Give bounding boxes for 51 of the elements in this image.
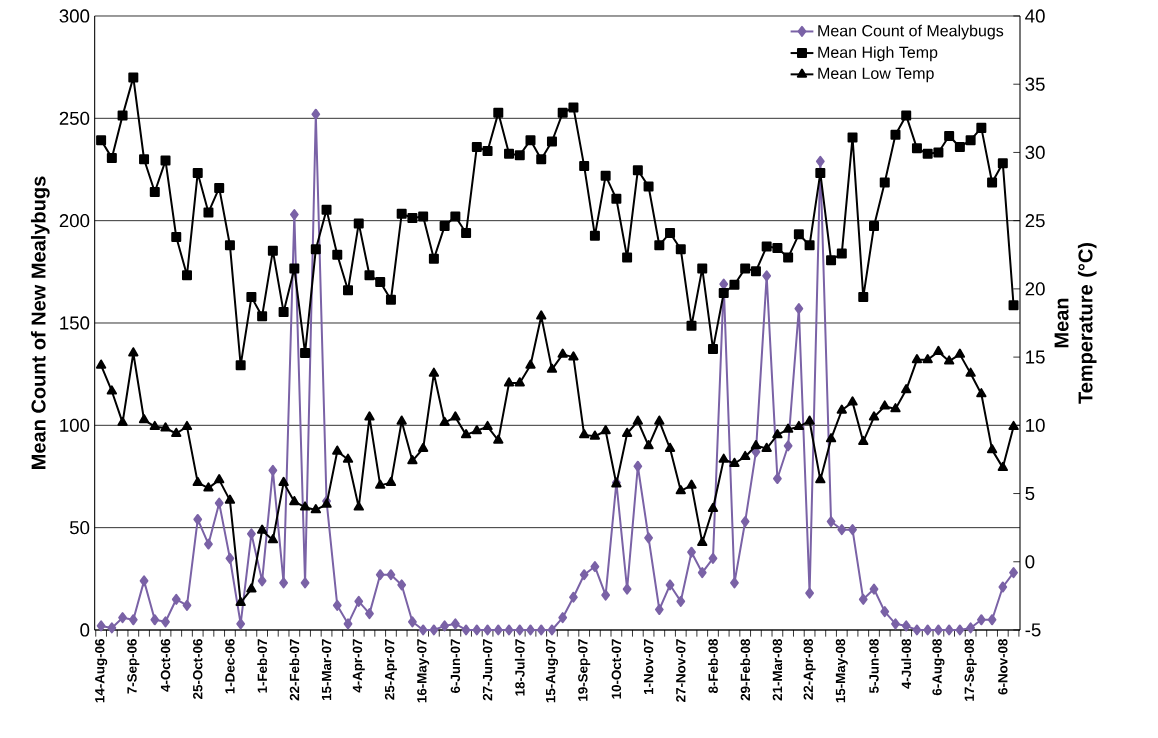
x-tick-label: 14-Aug-06 bbox=[95, 639, 108, 703]
x-tick-label: 4-Jul-08 bbox=[901, 639, 912, 689]
x-tick-label: 25-Apr-07 bbox=[384, 639, 397, 700]
x-tick-label: 1-Nov-07 bbox=[643, 639, 654, 695]
legend-label: Mean Low Temp bbox=[818, 67, 934, 83]
x-tick-label: 1-Feb-07 bbox=[257, 639, 268, 693]
x-tick-label: 22-Feb-07 bbox=[289, 639, 300, 701]
y-tick-label: 0 bbox=[80, 623, 90, 637]
x-tick-label: 6-Jun-07 bbox=[450, 639, 461, 693]
y2-axis-title: Mean Temperature (°C) bbox=[1054, 242, 1097, 404]
x-tick-label: 25-Oct-06 bbox=[193, 639, 203, 699]
x-tick-label: 6-Nov-08 bbox=[998, 639, 1008, 695]
x-tick-label: 17-Sep-08 bbox=[964, 639, 977, 701]
y2-tick-label: 35 bbox=[1025, 77, 1045, 91]
y2-tick-label: 25 bbox=[1025, 214, 1045, 228]
y-tick-label: 100 bbox=[60, 418, 90, 432]
y2-tick-label: 30 bbox=[1025, 145, 1045, 160]
x-tick-label: 16-May-07 bbox=[417, 639, 430, 703]
y2-tick-label: 5 bbox=[1025, 487, 1035, 501]
y-tick-label: 250 bbox=[59, 111, 90, 125]
x-tick-label: 15-Mar-07 bbox=[321, 639, 332, 701]
legend-label: Mean High Temp bbox=[818, 46, 938, 62]
y-axis-title: Mean Count of New Mealybugs bbox=[30, 176, 50, 469]
x-tick-label: 4-Oct-06 bbox=[160, 639, 171, 692]
x-tick-label: 4-Apr-07 bbox=[352, 639, 365, 693]
y-tick-label: 200 bbox=[59, 214, 90, 228]
legend-label: Mean Count of Mealybugs bbox=[818, 24, 1004, 40]
x-tick-label: 10-Oct-07 bbox=[611, 639, 622, 699]
y2-tick-label: 20 bbox=[1025, 282, 1045, 296]
y-tick-label: 150 bbox=[60, 316, 90, 330]
x-tick-label: 1-Dec-06 bbox=[225, 639, 235, 694]
y2-tick-label: 15 bbox=[1026, 350, 1045, 364]
y-tick-label: 50 bbox=[69, 521, 90, 535]
x-tick-label: 15-Aug-07 bbox=[545, 639, 559, 703]
x-tick-label: 29-Feb-08 bbox=[740, 639, 751, 701]
x-tick-label: 8-Feb-08 bbox=[708, 639, 718, 694]
y2-tick-label: 10 bbox=[1026, 418, 1045, 432]
x-tick-label: 21-Mar-08 bbox=[772, 639, 783, 701]
x-tick-label: 19-Sep-07 bbox=[578, 639, 591, 701]
x-tick-label: 18-Jul-07 bbox=[514, 639, 525, 696]
x-tick-label: 22-Apr-08 bbox=[803, 639, 816, 700]
x-tick-label: 5-Jun-08 bbox=[869, 639, 879, 694]
y2-tick-label: -5 bbox=[1025, 623, 1041, 637]
y2-tick-label: 0 bbox=[1025, 555, 1035, 569]
x-tick-label: 27-Jun-07 bbox=[482, 639, 493, 701]
x-tick-label: 6-Aug-08 bbox=[932, 639, 945, 696]
x-tick-label: 27-Nov-07 bbox=[676, 639, 686, 702]
x-tick-label: 7-Sep-06 bbox=[127, 639, 140, 694]
y2-tick-label: 40 bbox=[1025, 9, 1045, 23]
y-tick-label: 300 bbox=[59, 9, 90, 23]
x-tick-label: 15-May-08 bbox=[835, 639, 848, 703]
